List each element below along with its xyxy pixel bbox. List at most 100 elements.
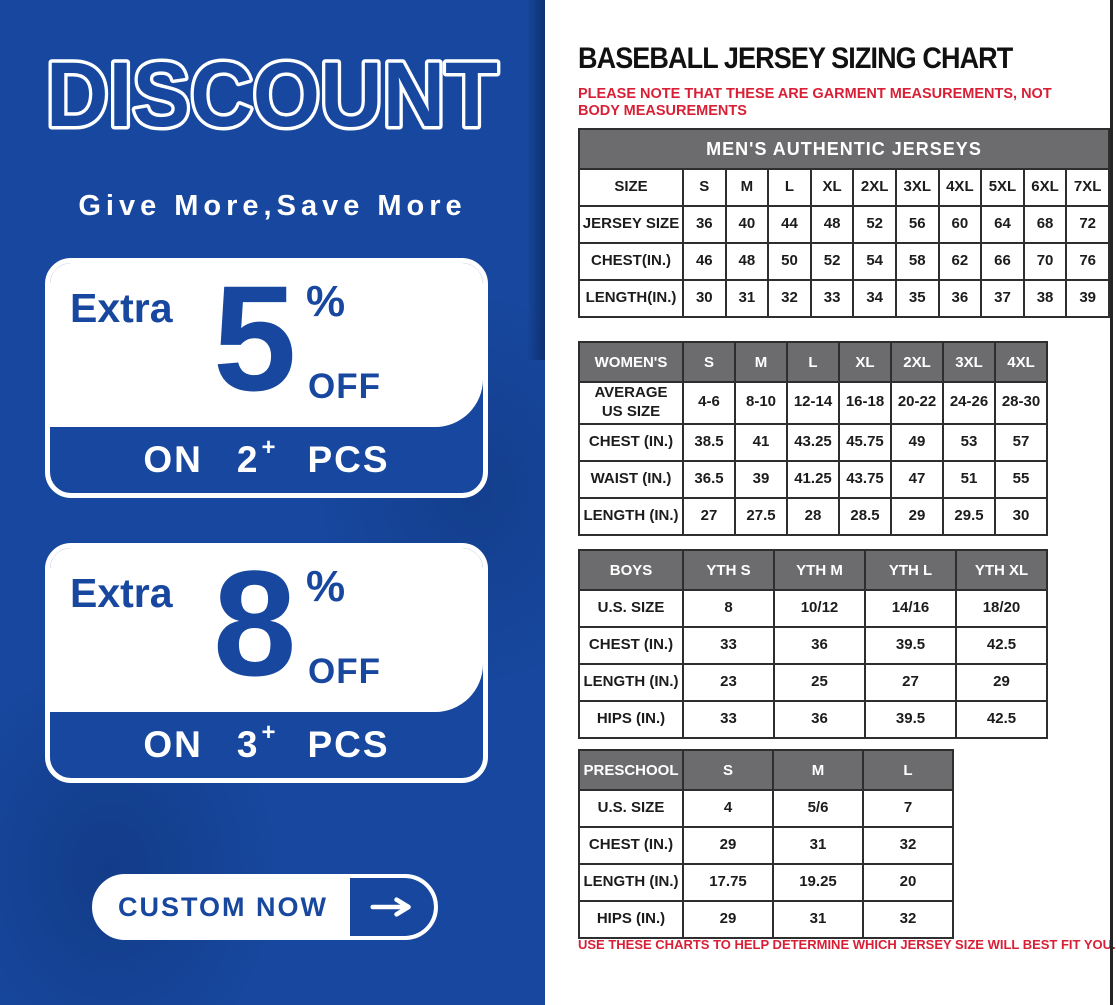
row-label: LENGTH(IN.)	[578, 279, 684, 318]
womens-size-table: WOMEN'S S M L XL 2XL 3XL 4XL AVERAGE US SIZE 4-6 8…	[578, 341, 1048, 536]
table-cell: 45.75	[838, 422, 892, 462]
column-header: L	[786, 341, 840, 383]
table-cell: 7	[862, 789, 954, 828]
table-cell: 14/16	[864, 589, 957, 628]
table-row: WAIST (IN.) 36.5 39 41.25 43.75 47 51 55	[578, 459, 1048, 499]
table-cell: 30	[682, 279, 727, 318]
preschool-table-grid: PRESCHOOL S M L U.S. SIZE 4 5/6 7 CHEST (IN.) 29 3…	[578, 749, 954, 939]
table-cell: 47	[890, 459, 944, 499]
row-label: CHEST (IN.)	[578, 626, 684, 665]
table-cell: 50	[767, 242, 812, 281]
table-cell: M	[724, 168, 770, 207]
discount-title: DISCOUNT	[46, 44, 498, 146]
column-header: L	[862, 749, 954, 791]
table-cell: 4	[682, 789, 774, 828]
table-cell: 17.75	[682, 863, 774, 902]
table-cell: 42.5	[955, 700, 1048, 739]
column-header: M	[734, 341, 788, 383]
column-header: BOYS	[578, 549, 684, 591]
row-label: LENGTH (IN.)	[578, 663, 684, 702]
table-cell: 41	[734, 422, 788, 462]
table-cell: 33	[682, 626, 775, 665]
garment-measurement-note: PLEASE NOTE THAT THESE ARE GARMENT MEASU…	[578, 86, 1052, 120]
custom-now-label: CUSTOM NOW	[118, 892, 328, 922]
womens-table-grid: WOMEN'S S M L XL 2XL 3XL 4XL AVERAGE US SIZE 4-6 8…	[578, 341, 1048, 536]
table-cell: 28-30	[994, 381, 1048, 425]
offer-on-label: ON	[143, 724, 203, 765]
table-row: AVERAGE US SIZE 4-6 8-10 12-14 16-18 20-22 24-…	[578, 381, 1048, 425]
table-cell: 48	[809, 205, 855, 244]
table-cell: 64	[980, 205, 1025, 244]
table-row: CHEST (IN.) 38.5 41 43.25 45.75 49 53 57	[578, 422, 1048, 462]
offer-extra-label: Extra	[70, 570, 173, 616]
offer-plus-sign: +	[261, 434, 278, 461]
table-cell: 31	[772, 900, 864, 939]
table-cell: 51	[942, 459, 996, 499]
offer-extra-label: Extra	[70, 285, 173, 331]
table-cell: 56	[894, 205, 940, 244]
offer-percent-value: 8	[213, 543, 296, 707]
table-row: LENGTH (IN.) 23 25 27 29	[578, 663, 1048, 702]
table-cell: 62	[937, 242, 983, 281]
arrow-right-icon	[350, 878, 434, 936]
table-cell: 16-18	[838, 381, 892, 425]
offer-on-label: ON	[143, 439, 203, 480]
table-cell: 6XL	[1022, 168, 1068, 207]
table-cell: 38.5	[682, 422, 736, 462]
column-header: PRESCHOOL	[578, 749, 684, 791]
custom-now-button[interactable]: CUSTOM NOW	[92, 874, 438, 940]
table-cell: 5XL	[980, 168, 1025, 207]
table-row: JERSEY SIZE 36 40 44 48 52 56 60 64 68 72	[578, 205, 1110, 244]
table-cell: 31	[772, 826, 864, 865]
table-cell: 60	[937, 205, 983, 244]
table-cell: 58	[894, 242, 940, 281]
offer-card-5-percent: Extra 5 % OFF ON 2 + PCS	[45, 258, 488, 498]
table-banner: MEN'S AUTHENTIC JERSEYS	[578, 128, 1110, 170]
table-header-row: PRESCHOOL S M L	[578, 749, 954, 791]
preschool-size-table: PRESCHOOL S M L U.S. SIZE 4 5/6 7 CHEST (IN.) 29 3…	[578, 749, 954, 939]
column-header: YTH XL	[955, 549, 1048, 591]
table-cell: 28	[786, 496, 840, 536]
mens-table-grid: MEN'S AUTHENTIC JERSEYS SIZE S M L XL 2XL 3XL 4X…	[578, 128, 1110, 318]
table-cell: 32	[862, 900, 954, 939]
table-header-row: WOMEN'S S M L XL 2XL 3XL 4XL	[578, 341, 1048, 383]
table-header-row: BOYS YTH S YTH M YTH L YTH XL	[578, 549, 1048, 591]
table-row: U.S. SIZE 8 10/12 14/16 18/20	[578, 589, 1048, 628]
row-label: WAIST (IN.)	[578, 459, 684, 499]
table-cell: 32	[862, 826, 954, 865]
table-cell: 48	[724, 242, 770, 281]
boys-size-table: BOYS YTH S YTH M YTH L YTH XL U.S. SIZE 8 10/12…	[578, 549, 1048, 739]
table-cell: 41.25	[786, 459, 840, 499]
table-row: CHEST(IN.) 46 48 50 52 54 58 62 66 70 76	[578, 242, 1110, 281]
column-header: 4XL	[994, 341, 1048, 383]
row-label: CHEST (IN.)	[578, 422, 684, 462]
table-cell: 49	[890, 422, 944, 462]
table-cell: 29	[682, 900, 774, 939]
table-cell: 31	[724, 279, 770, 318]
table-row: CHEST (IN.) 33 36 39.5 42.5	[578, 626, 1048, 665]
table-cell: 2XL	[852, 168, 897, 207]
table-cell: 36	[682, 205, 727, 244]
row-label: CHEST (IN.)	[578, 826, 684, 865]
offer-percent-sign: %	[306, 562, 346, 611]
table-cell: 44	[767, 205, 812, 244]
mens-size-table: MEN'S AUTHENTIC JERSEYS SIZE S M L XL 2XL 3XL 4X…	[578, 128, 1110, 318]
table-cell: 36	[773, 700, 866, 739]
table-cell: 24-26	[942, 381, 996, 425]
column-header: YTH L	[864, 549, 957, 591]
column-header: S	[682, 341, 736, 383]
row-label: CHEST(IN.)	[578, 242, 684, 281]
table-cell: 66	[980, 242, 1025, 281]
row-label: HIPS (IN.)	[578, 900, 684, 939]
table-cell: 33	[682, 700, 775, 739]
table-cell: 10/12	[773, 589, 866, 628]
offer-off-label: OFF	[308, 367, 381, 406]
table-cell: 25	[773, 663, 866, 702]
table-cell: L	[767, 168, 812, 207]
table-cell: 8-10	[734, 381, 788, 425]
table-cell: 53	[942, 422, 996, 462]
offer-off-label: OFF	[308, 652, 381, 691]
table-cell: 36	[773, 626, 866, 665]
table-cell: XL	[809, 168, 855, 207]
row-label: AVERAGE US SIZE	[578, 381, 684, 425]
